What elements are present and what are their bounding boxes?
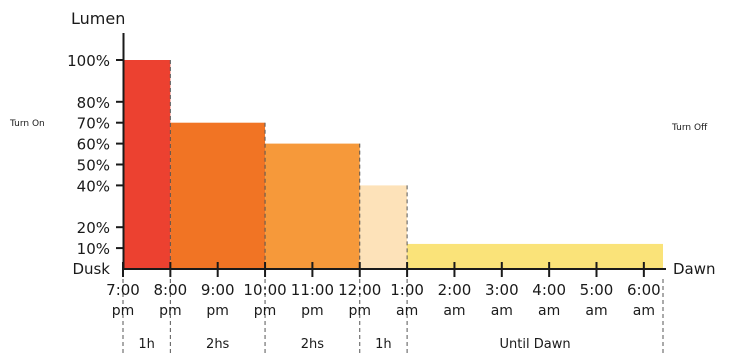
y-tick-label: 70% (77, 115, 110, 133)
duration-label-4: Until Dawn (500, 337, 571, 352)
divider-lines (122, 60, 664, 354)
x-tick-period: pm (254, 303, 277, 319)
y-axis-title: Lumen (71, 9, 125, 28)
x-tick-time: 12:00 (338, 281, 381, 299)
x-tick-period: pm (112, 303, 135, 319)
turn-on-note: Turn On (9, 119, 45, 129)
x-tick-time: 11:00 (291, 281, 334, 299)
bar-1 (170, 122, 266, 269)
x-tick-period: am (633, 303, 655, 319)
bar-2 (265, 143, 360, 269)
x-tick-time: 3:00 (485, 281, 519, 299)
x-tick-time: 2:00 (438, 281, 472, 299)
duration-label-0: 1h (138, 337, 155, 352)
y-tick-label: 80% (77, 94, 110, 112)
x-tick-period: am (443, 303, 465, 319)
y-ticks: 10% 20% 40% 50% 60% 70% 80% 100% (67, 52, 124, 258)
duration-label-1: 2hs (206, 337, 230, 352)
y-tick-label: 50% (77, 157, 110, 175)
y-tick-label: 10% (77, 240, 110, 258)
x-tick-time: 5:00 (580, 281, 614, 299)
x-tick-period: pm (159, 303, 182, 319)
x-tick-time: 9:00 (201, 281, 235, 299)
x-tick-period: pm (301, 303, 324, 319)
x-tick-period: am (396, 303, 418, 319)
x-tick-period: am (491, 303, 513, 319)
duration-label-3: 1h (375, 337, 392, 352)
duration-label-2: 2hs (301, 337, 325, 352)
x-tick-period: pm (348, 303, 371, 319)
x-tick-period: am (538, 303, 560, 319)
bar-0 (123, 60, 171, 269)
y-tick-label: 40% (77, 177, 110, 195)
dawn-label: Dawn (673, 260, 716, 278)
x-tick-time: 7:00 (106, 281, 140, 299)
bar-3 (359, 185, 408, 269)
bars-layer (123, 60, 663, 269)
x-tick-time: 8:00 (154, 281, 188, 299)
y-tick-label: 60% (77, 136, 110, 154)
x-tick-time: 4:00 (532, 281, 566, 299)
x-tick-period: pm (206, 303, 229, 319)
x-tick-time: 10:00 (243, 281, 286, 299)
x-tick-time: 6:00 (627, 281, 661, 299)
x-tick-time: 1:00 (390, 281, 424, 299)
bar-4 (407, 243, 663, 269)
turn-off-note: Turn Off (671, 123, 708, 133)
x-ticks: 1h 2hs 2hs 1h Until Dawn 7:00 pm 8:00 pm 9:00 pm 10… (106, 262, 661, 352)
axes (122, 33, 666, 270)
x-tick-period: am (585, 303, 607, 319)
y-tick-label: 20% (77, 219, 110, 237)
y-tick-label: 100% (67, 52, 110, 70)
dusk-label: Dusk (72, 260, 110, 278)
